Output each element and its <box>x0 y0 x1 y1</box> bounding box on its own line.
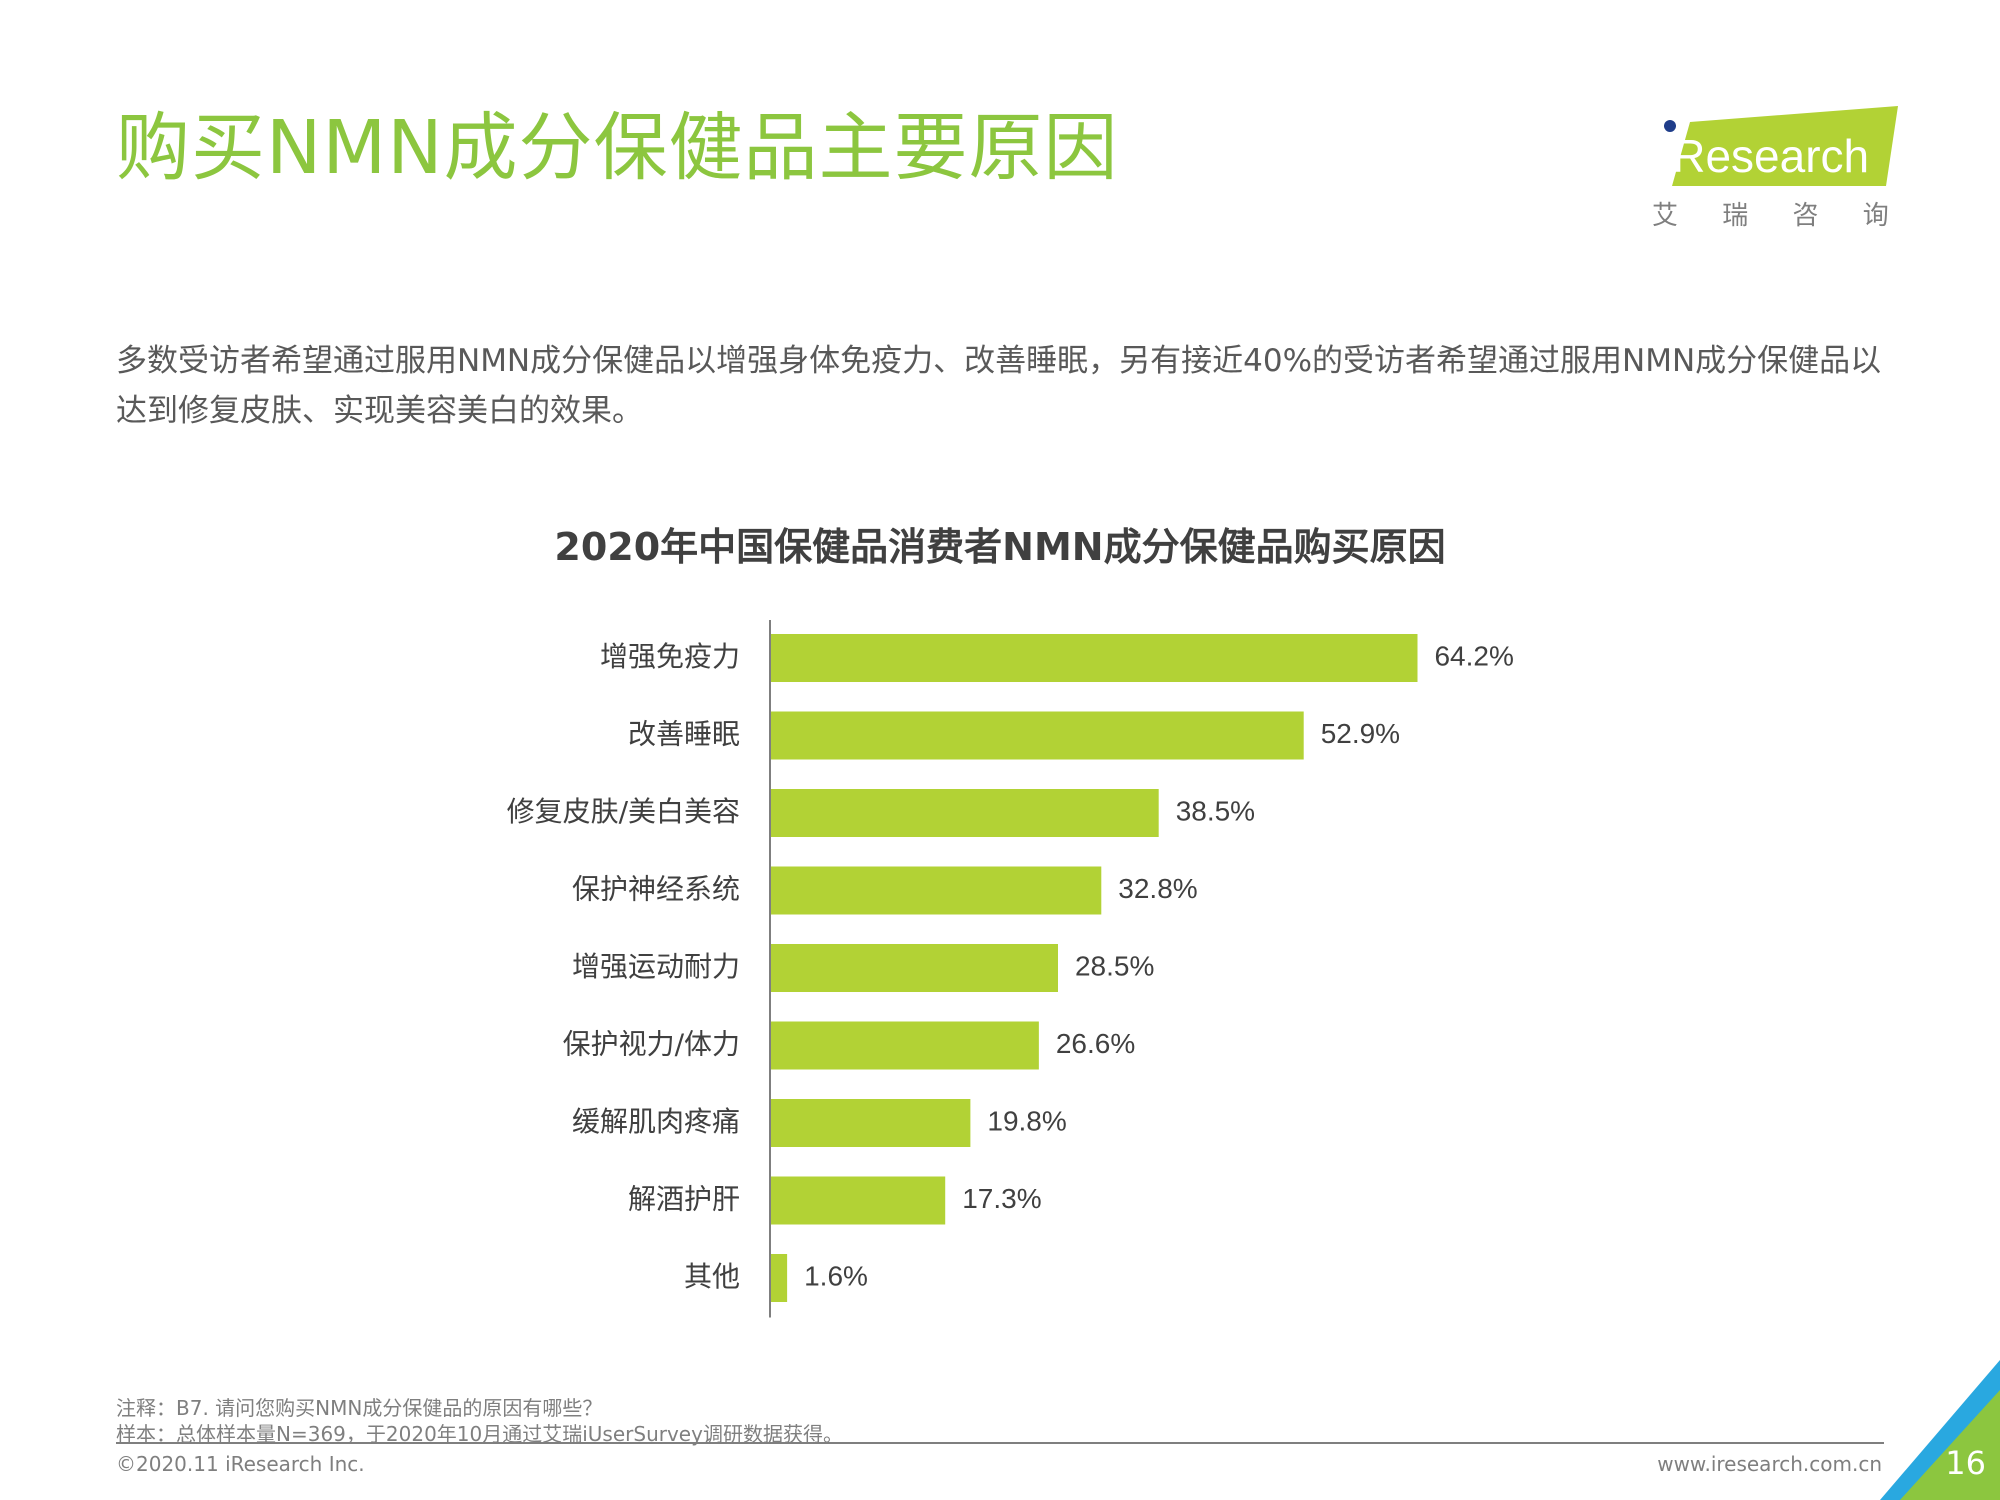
data-label: 52.9% <box>1321 718 1400 749</box>
category-label: 其他 <box>684 1260 740 1293</box>
data-label: 32.8% <box>1118 873 1197 904</box>
category-label: 增强免疫力 <box>600 640 740 673</box>
bar-chart: 增强免疫力 64.2% 改善睡眠 52.9% 修复皮肤/美白美容 38.5% 保护神经系统 3… <box>507 620 1514 1318</box>
corner-decoration <box>1880 1360 2000 1500</box>
data-label: 38.5% <box>1176 795 1255 826</box>
note-question: 注释：B7. 请问您购买NMN成分保健品的原因有哪些？ <box>116 1396 603 1420</box>
data-label: 64.2% <box>1434 640 1513 671</box>
bar <box>771 866 1102 915</box>
bar <box>771 1254 788 1302</box>
svg-text:iResearch: iResearch <box>1662 130 1869 182</box>
bar <box>771 1099 971 1147</box>
iresearch-logo: iResearch 艾 瑞 咨 询 <box>1650 104 1900 234</box>
bar <box>771 789 1159 837</box>
data-label: 1.6% <box>804 1260 868 1291</box>
category-label: 解酒护肝 <box>628 1183 740 1216</box>
category-label: 增强运动耐力 <box>572 950 740 983</box>
bar <box>771 634 1418 682</box>
data-label: 26.6% <box>1056 1028 1135 1059</box>
data-label: 19.8% <box>987 1105 1066 1136</box>
bar <box>771 944 1058 992</box>
website-link[interactable]: www.iresearch.com.cn <box>1657 1452 1882 1476</box>
bar <box>771 1021 1039 1070</box>
category-label: 改善睡眠 <box>628 718 740 751</box>
data-label: 28.5% <box>1075 950 1154 981</box>
category-label: 缓解肌肉疼痛 <box>572 1105 740 1138</box>
category-label: 修复皮肤/美白美容 <box>507 795 740 828</box>
data-label: 17.3% <box>962 1183 1041 1214</box>
page-subtitle: 多数受访者希望通过服用NMN成分保健品以增强身体免疫力、改善睡眠，另有接近40%… <box>116 343 1882 429</box>
category-label: 保护视力/体力 <box>563 1028 740 1061</box>
page-number: 16 <box>1945 1444 1986 1482</box>
chart-title: 2020年中国保健品消费者NMN成分保健品购买原因 <box>554 525 1446 569</box>
footer-divider <box>116 1442 1884 1444</box>
category-label: 保护神经系统 <box>572 873 740 906</box>
page-title: 购买NMN成分保健品主要原因 <box>116 105 1119 191</box>
bar <box>771 1176 946 1225</box>
copyright-text: ©2020.11 iResearch Inc. <box>116 1452 365 1476</box>
svg-text:艾 瑞 咨 询: 艾 瑞 咨 询 <box>1652 201 1900 231</box>
bar <box>771 711 1304 760</box>
